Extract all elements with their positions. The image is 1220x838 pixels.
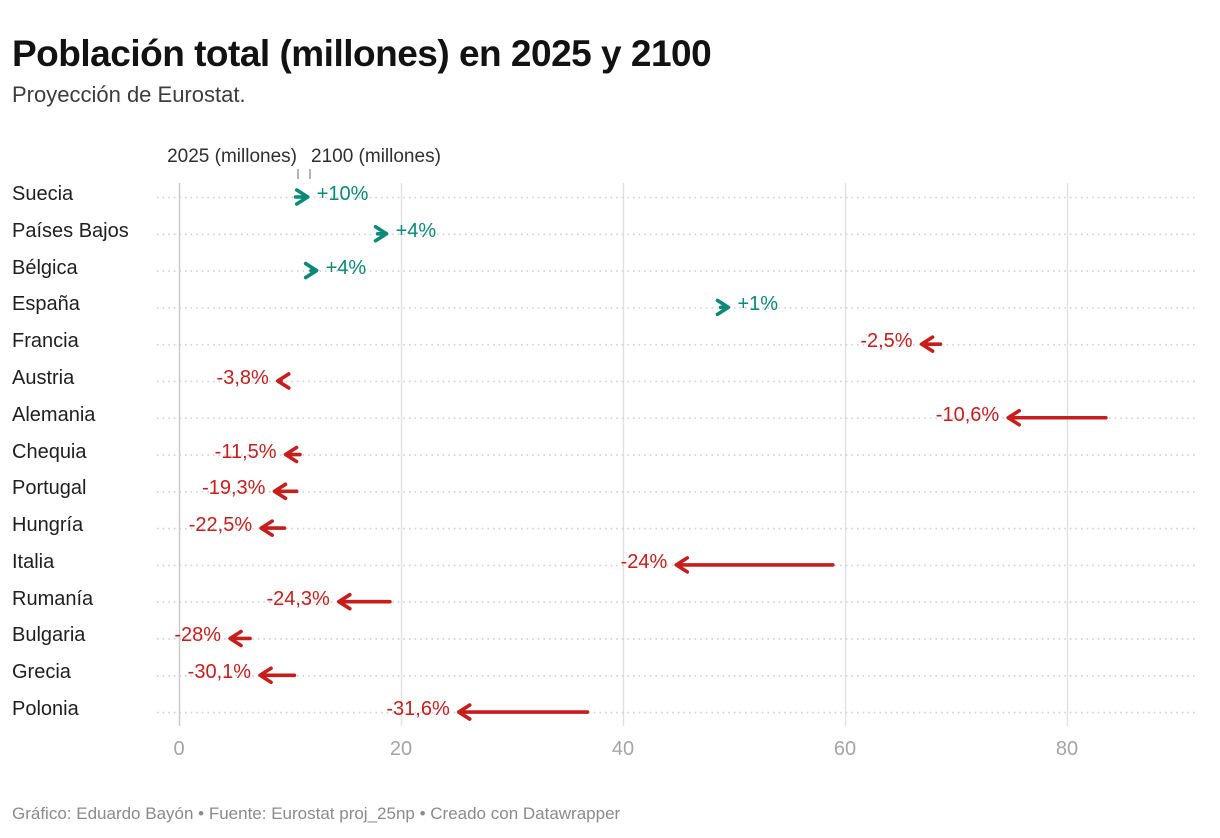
change-arrow: [258, 666, 297, 685]
change-label: +4%: [325, 256, 367, 279]
change-label: -28%: [174, 624, 222, 647]
x-tick-label: 0: [173, 738, 185, 760]
row-label-polonia: Polonia: [12, 698, 79, 721]
change-label: -24%: [620, 550, 668, 573]
change-arrow: [337, 592, 392, 611]
change-label: -10,6%: [935, 403, 1000, 426]
change-label: -22,5%: [188, 514, 253, 537]
change-arrow: [272, 482, 299, 501]
row-label-italia: Italia: [12, 550, 55, 573]
change-label: -30,1%: [187, 661, 252, 684]
x-tick-label: 40: [611, 738, 635, 760]
legend-2025-label: 2025 (millones): [167, 146, 297, 167]
x-tick-label: 20: [389, 738, 413, 760]
change-arrow: [228, 629, 252, 648]
change-label: -3,8%: [216, 366, 269, 389]
row-label-pa-ses-bajos: Países Bajos: [12, 219, 129, 242]
chart-subtitle: Proyección de Eurostat.: [12, 82, 246, 107]
change-arrow: [303, 261, 319, 280]
change-label: -11,5%: [214, 440, 277, 463]
change-label: +10%: [316, 183, 369, 205]
row-label-austria: Austria: [12, 366, 75, 389]
change-label: +4%: [395, 219, 437, 242]
chart-credit: Gráfico: Eduardo Bayón • Fuente: Eurosta…: [12, 804, 621, 823]
x-tick-label: 80: [1055, 738, 1079, 760]
change-arrow: [373, 224, 389, 243]
row-label-portugal: Portugal: [12, 477, 87, 500]
change-label: -2,5%: [860, 330, 913, 353]
change-arrow: [919, 335, 943, 353]
change-arrow: [259, 519, 287, 537]
change-arrow: [1006, 408, 1108, 427]
row-label-suecia: Suecia: [12, 183, 74, 205]
change-label: +1%: [737, 293, 779, 316]
row-label-ruman-a: Rumanía: [12, 587, 94, 610]
legend-2025-tick: [297, 169, 299, 179]
row-label-b-lgica: Bélgica: [12, 256, 78, 279]
row-label-espa-a: España: [12, 293, 80, 316]
change-label: -31,6%: [386, 698, 450, 721]
change-arrow: [715, 298, 731, 317]
change-arrow: [275, 372, 291, 390]
row-label-alemania: Alemania: [12, 403, 96, 426]
change-label: -19,3%: [202, 477, 266, 500]
row-label-hungr-a: Hungría: [12, 514, 84, 537]
x-tick-label: 60: [833, 738, 857, 760]
change-arrow: [674, 556, 835, 574]
legend-2100-tick: [309, 169, 311, 179]
row-label-bulgaria: Bulgaria: [12, 624, 86, 647]
change-label: -24,3%: [266, 587, 330, 610]
row-label-francia: Francia: [12, 330, 79, 353]
change-arrow: [283, 445, 302, 464]
row-label-chequia: Chequia: [12, 440, 87, 463]
row-label-grecia: Grecia: [12, 661, 71, 684]
legend-2100-label: 2100 (millones): [311, 146, 441, 167]
change-arrow: [293, 188, 310, 206]
change-arrow: [456, 703, 590, 721]
page-title: Población total (millones) en 2025 y 210…: [12, 32, 712, 74]
